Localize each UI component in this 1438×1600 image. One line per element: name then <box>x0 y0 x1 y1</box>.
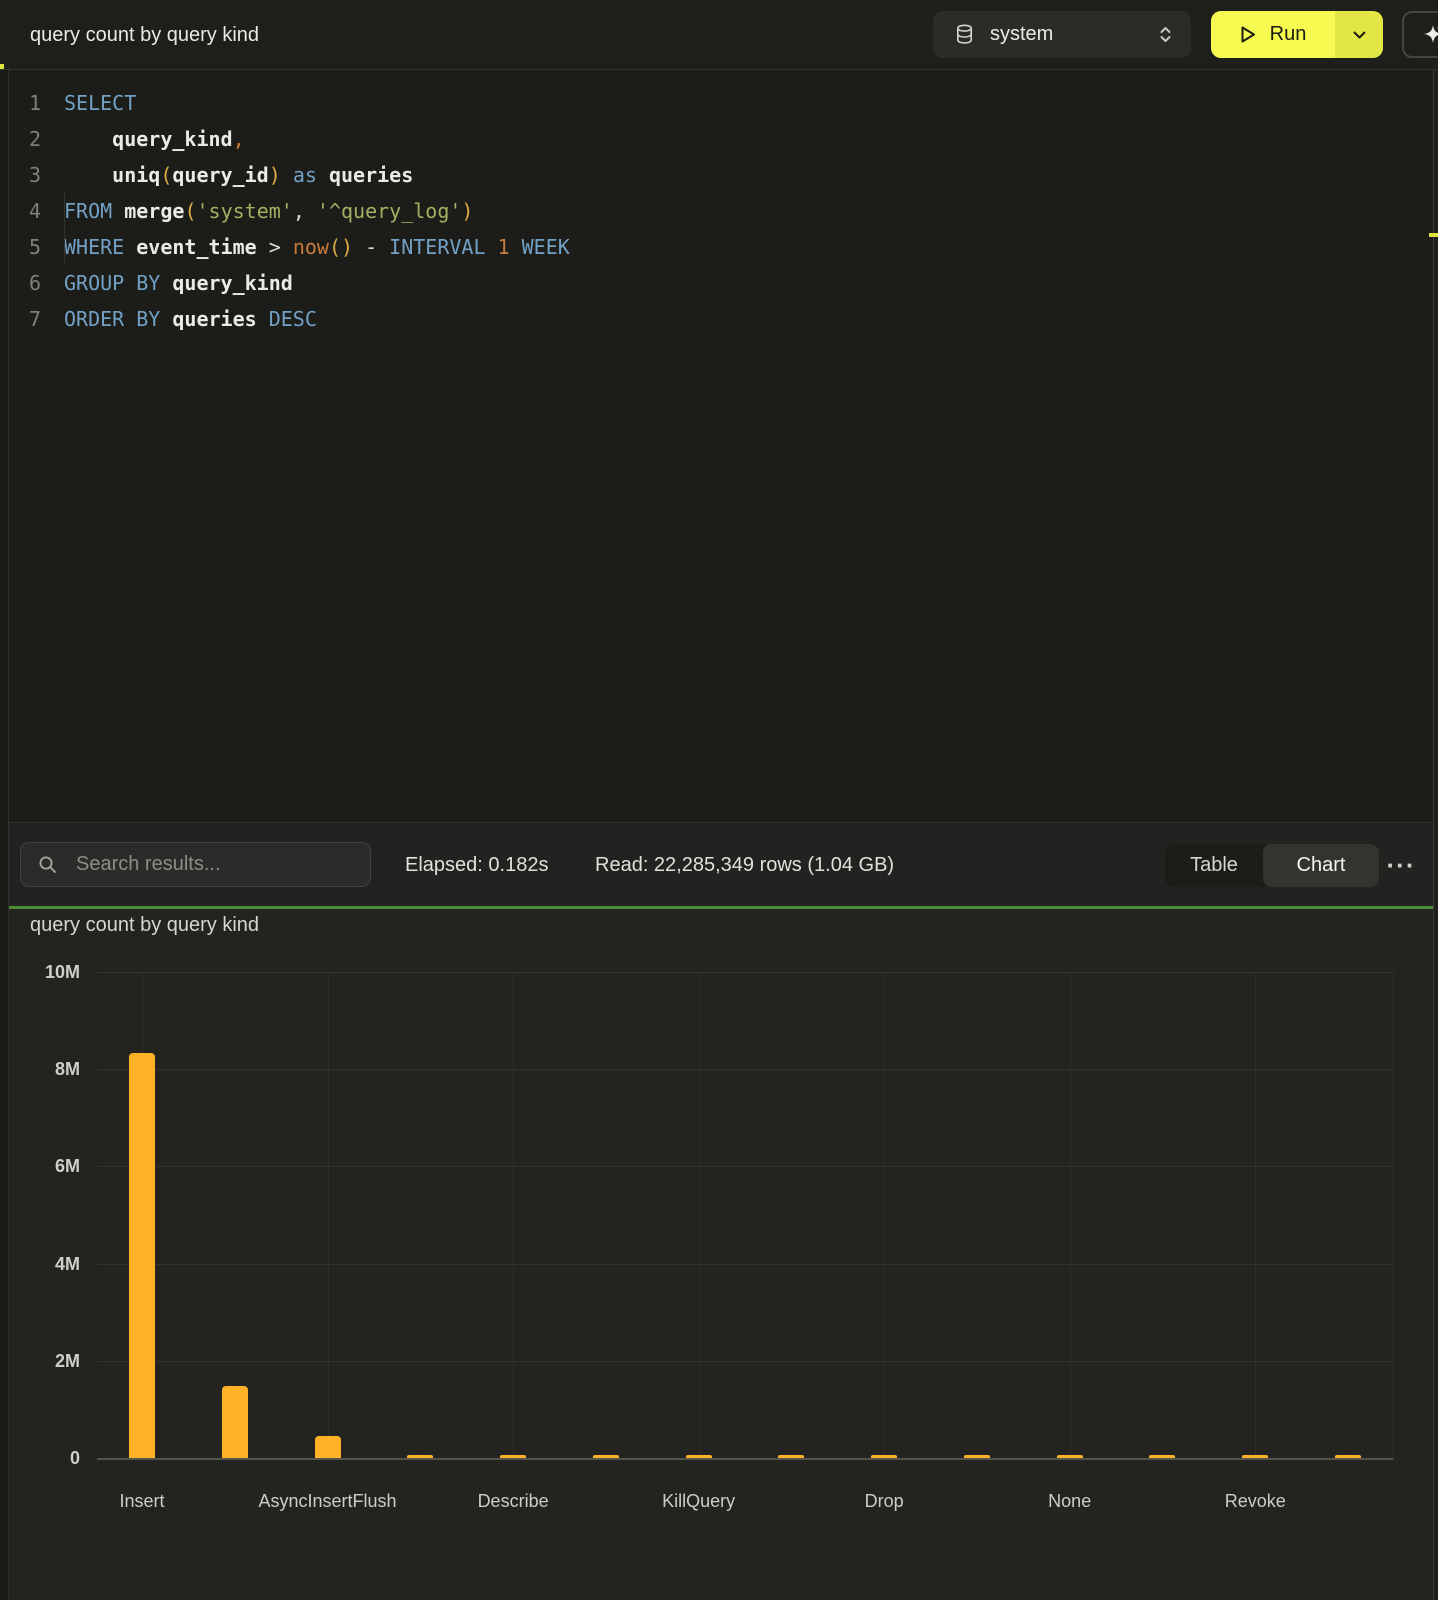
run-button[interactable]: Run <box>1211 11 1335 58</box>
tab-chart[interactable]: Chart <box>1263 844 1379 887</box>
code-text: FROM merge('system', '^query_log') <box>64 199 474 223</box>
ai-assist-button[interactable] <box>1402 11 1438 58</box>
gridline-vertical <box>1069 972 1071 1458</box>
search-results-box[interactable] <box>20 842 371 887</box>
code-line: 5 WHERE event_time > now() - INTERVAL 1 W… <box>0 229 1438 265</box>
read-stat: Read: 22,285,349 rows (1.04 GB) <box>595 853 895 876</box>
chart-title: query count by query kind <box>30 913 260 936</box>
line-number: 5 <box>28 235 41 259</box>
chart-bar[interactable] <box>221 1386 248 1458</box>
tab-table[interactable]: Table <box>1190 854 1238 876</box>
gridline-vertical <box>698 972 700 1458</box>
gridline-horizontal <box>97 1263 1393 1265</box>
y-axis-tick-label: 2M <box>54 1350 80 1371</box>
gridline-horizontal <box>97 1360 1393 1362</box>
database-selector-value: system <box>990 23 1054 45</box>
chart-bar[interactable] <box>963 1455 990 1458</box>
search-results-input[interactable] <box>74 852 338 877</box>
x-axis-tick-label: Describe <box>477 1491 549 1511</box>
query-title: query count by query kind <box>30 23 260 46</box>
code-text: query_kind, <box>112 127 245 151</box>
database-selector[interactable]: system <box>933 11 1191 58</box>
results-accent-divider <box>8 906 1438 909</box>
sql-editor[interactable]: 1 SELECT 2 query_kind, 3 uniq(query_id) as … <box>0 70 1438 822</box>
elapsed-stat: Elapsed: 0.182s <box>405 853 549 876</box>
chart-bar[interactable] <box>1056 1455 1083 1458</box>
y-axis-tick-label: 8M <box>54 1059 80 1080</box>
chart-bar[interactable] <box>592 1455 619 1458</box>
code-line: 4 FROM merge('system', '^query_log') <box>0 193 1438 229</box>
view-toggle: Table Chart <box>1165 844 1379 887</box>
chart-panel: query count by query kind 10M 8M 6M 4M 2M 0 In… <box>0 909 1438 1600</box>
gridline-vertical <box>1255 972 1257 1458</box>
line-number: 1 <box>28 91 41 115</box>
gridline-vertical <box>1393 972 1394 1458</box>
y-axis-tick-label: 10M <box>44 962 80 982</box>
x-axis-tick-label: Drop <box>864 1491 904 1511</box>
indent-guide <box>64 191 65 263</box>
x-axis-tick-label: KillQuery <box>662 1491 736 1511</box>
chart-bar[interactable] <box>778 1455 805 1458</box>
run-caret-icon <box>1353 31 1366 39</box>
code-lines: 1 SELECT 2 query_kind, 3 uniq(query_id) as … <box>0 85 1438 337</box>
more-icon: ··· <box>1386 849 1416 880</box>
run-button-group: Run <box>1211 11 1383 58</box>
code-line: 3 uniq(query_id) as queries <box>0 157 1438 193</box>
chart-bar[interactable] <box>1335 1455 1361 1458</box>
line-number: 6 <box>28 271 41 295</box>
gridline-horizontal <box>97 972 1393 973</box>
gridline-horizontal <box>97 1166 1393 1168</box>
chart-bar[interactable] <box>314 1436 341 1458</box>
run-play-icon <box>1240 25 1257 44</box>
x-axis-tick-label: None <box>1048 1491 1092 1511</box>
left-edge-marker <box>0 64 4 69</box>
code-text: GROUP BY query_kind <box>64 271 293 295</box>
scrollbar-track[interactable] <box>1433 70 1438 1600</box>
line-number: 3 <box>28 163 41 187</box>
line-number: 4 <box>28 199 41 223</box>
x-axis-line <box>97 1458 1393 1460</box>
results-toolbar: Elapsed: 0.182s Read: 22,285,349 rows (1… <box>0 822 1438 906</box>
gridline-vertical <box>884 972 886 1458</box>
chart-bar[interactable] <box>1149 1455 1176 1458</box>
x-axis-tick-label: Revoke <box>1224 1491 1286 1511</box>
code-line: 2 query_kind, <box>0 121 1438 157</box>
x-axis-tick-label: Insert <box>119 1491 165 1511</box>
sparkle-icon <box>1422 24 1438 45</box>
chart-bar[interactable] <box>407 1455 434 1458</box>
run-options-button[interactable] <box>1335 11 1383 58</box>
gridline-vertical <box>513 972 515 1458</box>
line-number: 7 <box>28 307 41 331</box>
code-text: ORDER BY queries DESC <box>64 307 317 331</box>
gridline-horizontal <box>97 1069 1393 1071</box>
gridline-vertical <box>327 972 329 1458</box>
bar-chart: 10M 8M 6M 4M 2M 0 Insert AsyncInsertFlush Descri… <box>0 909 1438 1600</box>
overview-ruler-marker <box>1429 233 1438 237</box>
chart-bar[interactable] <box>871 1455 898 1458</box>
code-text: uniq(query_id) as queries <box>112 163 414 187</box>
code-line: 1 SELECT <box>0 85 1438 121</box>
x-axis-tick-label: AsyncInsertFlush <box>258 1491 397 1511</box>
chart-bar[interactable] <box>129 1053 155 1458</box>
code-line: 6 GROUP BY query_kind <box>0 265 1438 301</box>
run-button-label: Run <box>1269 23 1307 45</box>
code-line: 7 ORDER BY queries DESC <box>0 301 1438 337</box>
more-options-button[interactable]: ··· <box>1386 823 1416 907</box>
top-bar: query count by query kind system Run <box>0 0 1438 70</box>
y-axis-tick-label: 4M <box>54 1253 80 1274</box>
search-icon <box>38 855 57 874</box>
chart-bar[interactable] <box>1242 1455 1269 1458</box>
y-axis-tick-label: 0 <box>69 1448 80 1468</box>
select-caret-icon <box>1158 24 1173 45</box>
code-text: WHERE event_time > now() - INTERVAL 1 WE… <box>64 235 570 259</box>
chart-bar[interactable] <box>685 1455 712 1458</box>
line-number: 2 <box>28 127 41 151</box>
left-edge-strip <box>0 70 9 1600</box>
y-axis-tick-label: 6M <box>54 1156 80 1177</box>
code-text: SELECT <box>64 91 137 115</box>
database-icon <box>955 24 974 45</box>
chart-bar[interactable] <box>500 1455 527 1458</box>
